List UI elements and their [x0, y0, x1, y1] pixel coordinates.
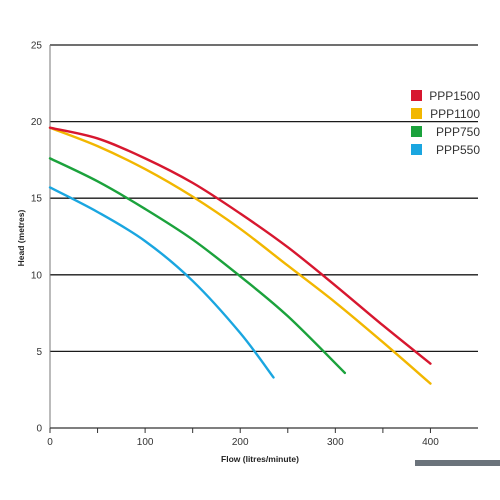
- series-line-ppp550: [48, 186, 275, 379]
- legend-label-ppp550: PPP550: [436, 143, 480, 157]
- y-tick-label-10: 10: [31, 270, 43, 281]
- legend: PPP1500 PPP1100 PPP750 PPP550: [411, 89, 480, 157]
- x-tick-label-200: 200: [232, 437, 249, 448]
- x-tick-label-300: 300: [327, 437, 344, 448]
- x-axis-title: Flow (litres/minute): [221, 454, 299, 464]
- legend-swatch-ppp550: [411, 144, 422, 155]
- y-tick-label-25: 25: [31, 41, 43, 52]
- series-line-ppp1500: [48, 126, 432, 365]
- y-tick-label-20: 20: [31, 117, 43, 128]
- decorative-footer-bar: [415, 460, 500, 466]
- legend-swatch-ppp1100: [411, 108, 422, 119]
- x-tick-label-0: 0: [47, 437, 53, 448]
- gridlines: [50, 44, 478, 353]
- legend-label-ppp750: PPP750: [436, 125, 480, 139]
- y-tick-label-15: 15: [31, 194, 43, 205]
- axes: 0 5 10 15 20 25 0 100 200 300 400: [31, 41, 478, 448]
- series-line-ppp1100: [48, 126, 432, 385]
- legend-label-ppp1100: PPP1100: [430, 107, 480, 121]
- y-axis-title: Head (metres): [16, 209, 26, 266]
- x-tick-label-400: 400: [422, 437, 439, 448]
- y-tick-label-5: 5: [36, 347, 42, 358]
- legend-swatch-ppp750: [411, 126, 422, 137]
- legend-label-ppp1500: PPP1500: [429, 89, 480, 103]
- x-tick-label-100: 100: [137, 437, 154, 448]
- series-lines: [48, 126, 432, 385]
- y-tick-label-0: 0: [36, 424, 42, 435]
- legend-swatch-ppp1500: [411, 90, 422, 101]
- series-line-ppp750: [48, 157, 347, 375]
